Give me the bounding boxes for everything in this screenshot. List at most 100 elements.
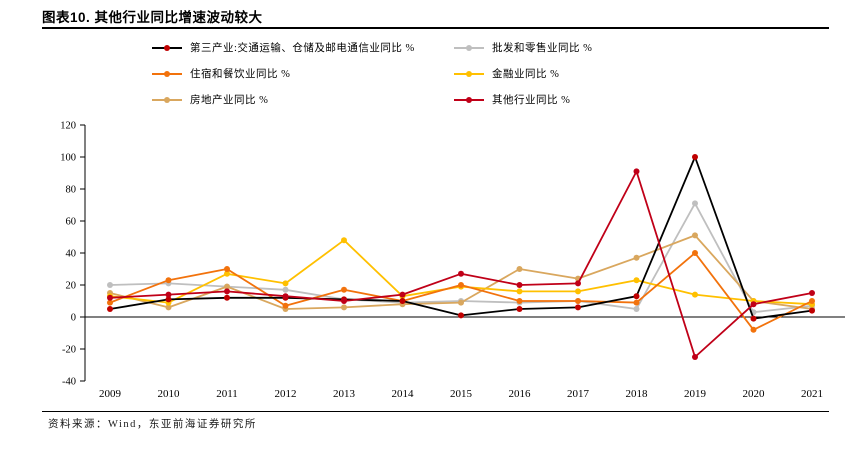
x-axis-label: 2009 xyxy=(99,388,122,400)
legend-marker-icon xyxy=(454,44,484,52)
data-point xyxy=(633,277,640,284)
data-point xyxy=(809,307,815,314)
x-axis-label: 2011 xyxy=(216,388,238,400)
x-axis-label: 2015 xyxy=(450,388,473,400)
data-point xyxy=(516,298,523,304)
legend-item-1: 批发和零售业同比 % xyxy=(454,39,592,56)
data-point xyxy=(809,290,815,296)
data-point xyxy=(399,298,406,304)
y-axis-label: 100 xyxy=(60,153,76,164)
legend-item-3: 金融业同比 % xyxy=(454,65,592,82)
legend-item-4: 房地产业同比 % xyxy=(152,91,454,108)
x-axis-label: 2021 xyxy=(801,388,823,400)
data-point xyxy=(224,288,230,295)
series-line-5 xyxy=(109,170,813,358)
x-axis-label: 2014 xyxy=(392,388,415,400)
data-point xyxy=(282,286,289,293)
data-point xyxy=(633,254,640,261)
data-point xyxy=(516,288,523,295)
data-point xyxy=(458,270,464,277)
source-text: 资料来源：Wind，东亚前海证券研究所 xyxy=(48,419,257,430)
data-point xyxy=(458,299,464,306)
data-point xyxy=(165,304,172,311)
data-point xyxy=(633,168,640,175)
data-point xyxy=(633,299,640,306)
data-point xyxy=(224,266,230,272)
x-axis-label: 2019 xyxy=(684,388,707,400)
data-point xyxy=(282,293,289,300)
data-point xyxy=(575,298,581,304)
chart-legend: 第三产业:交通运输、仓储及邮电通信业同比 % 批发和零售业同比 % 住宿和餐饮业同比… xyxy=(152,39,592,108)
data-point xyxy=(165,296,172,303)
data-point xyxy=(692,291,698,298)
x-axis-label: 2017 xyxy=(567,388,590,400)
data-point xyxy=(107,299,113,306)
data-point xyxy=(341,286,347,293)
data-point xyxy=(165,277,172,284)
legend-label: 第三产业:交通运输、仓储及邮电通信业同比 % xyxy=(190,43,415,54)
data-point xyxy=(107,282,113,288)
figure-title: 图表10. 其他行业同比增速波动较大 xyxy=(42,10,263,25)
x-axis-label: 2018 xyxy=(626,388,649,400)
legend-marker-icon xyxy=(454,70,484,78)
data-point xyxy=(692,250,698,256)
data-point xyxy=(633,293,640,300)
data-point xyxy=(399,291,406,298)
data-point xyxy=(224,283,230,290)
data-point xyxy=(692,200,698,207)
x-axis-label: 2013 xyxy=(333,388,356,400)
data-point xyxy=(575,288,581,295)
data-point xyxy=(341,298,347,304)
data-point xyxy=(516,306,523,312)
data-point xyxy=(165,291,172,298)
source-rule xyxy=(42,411,829,412)
data-point xyxy=(224,294,230,301)
y-axis-label: -20 xyxy=(62,345,76,356)
data-point xyxy=(107,306,113,312)
legend-marker-icon xyxy=(454,96,484,104)
data-point xyxy=(341,304,347,311)
data-point xyxy=(458,282,464,288)
y-axis-label: -40 xyxy=(62,377,76,388)
series-line-0 xyxy=(109,156,813,320)
data-point xyxy=(692,154,698,160)
x-axis-label: 2012 xyxy=(275,388,297,400)
legend-item-5: 其他行业同比 % xyxy=(454,91,592,108)
legend-label: 批发和零售业同比 % xyxy=(492,43,593,54)
legend-item-2: 住宿和餐饮业同比 % xyxy=(152,65,454,82)
data-point xyxy=(282,302,289,309)
y-axis-label: 60 xyxy=(66,217,77,228)
data-point xyxy=(516,266,523,272)
data-point xyxy=(633,306,640,312)
y-axis-label: 40 xyxy=(66,249,77,260)
y-axis-label: 120 xyxy=(60,121,76,132)
legend-label: 房地产业同比 % xyxy=(190,95,269,106)
data-point xyxy=(750,301,757,308)
x-axis-label: 2010 xyxy=(158,388,181,400)
data-point xyxy=(224,270,230,277)
data-point xyxy=(107,294,113,301)
legend-marker-icon xyxy=(152,96,182,104)
data-point xyxy=(809,298,815,304)
x-axis-label: 2020 xyxy=(743,388,766,400)
data-point xyxy=(458,312,464,319)
legend-label: 金融业同比 % xyxy=(492,69,560,80)
title-rule xyxy=(42,27,829,29)
legend-marker-icon xyxy=(152,44,182,52)
legend-label: 其他行业同比 % xyxy=(492,95,571,106)
data-point xyxy=(750,326,757,333)
data-point xyxy=(341,237,347,244)
y-axis-label: 0 xyxy=(71,313,76,324)
legend-label: 住宿和餐饮业同比 % xyxy=(190,69,291,80)
data-point xyxy=(750,315,757,322)
data-point xyxy=(692,354,698,360)
data-point xyxy=(282,280,289,287)
legend-item-0: 第三产业:交通运输、仓储及邮电通信业同比 % xyxy=(152,39,454,56)
data-point xyxy=(575,280,581,287)
x-axis-label: 2016 xyxy=(509,388,532,400)
data-point xyxy=(516,282,523,288)
legend-marker-icon xyxy=(152,70,182,78)
y-axis-label: 20 xyxy=(66,281,77,292)
